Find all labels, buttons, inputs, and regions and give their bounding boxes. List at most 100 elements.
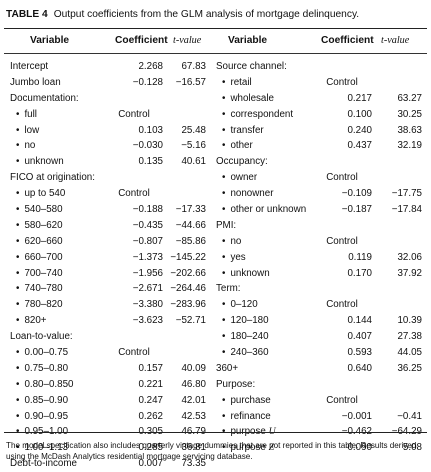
variable-label-text: retail (230, 76, 252, 88)
variable-label-text: 0.90–0.95 (24, 410, 69, 422)
table-note: The model specification also includes qu… (6, 441, 417, 461)
variable-label-text: refinance (230, 410, 271, 422)
variable-label: 0.85–0.90 (10, 393, 68, 409)
tvalue-cell: −5.16 (181, 140, 206, 152)
table-row: correspondent 0.100 30.25 (0, 107, 431, 123)
variable-label: refinance (216, 409, 271, 425)
variable-label-text: 180–240 (230, 331, 269, 343)
variable-label-text: 0.80–0.850 (24, 378, 74, 390)
table-row: nonowner −0.109 −17.75 (0, 186, 431, 202)
table-row: 0.75–0.80 0.157 40.09 (0, 361, 431, 377)
variable-label: 0–120 (216, 297, 257, 313)
table-row: purpose U −0.462 −64.29 (0, 424, 431, 440)
variable-label-text: full (24, 108, 37, 120)
table-row: 780–820 −3.380 −283.96 (0, 297, 431, 313)
variable-label-text: FICO at origination: (10, 172, 95, 184)
tvalue-cell: −64.29 (391, 426, 422, 438)
variable-label-text: 0.85–0.90 (24, 394, 69, 406)
tvalue-cell: 73.35 (181, 458, 206, 470)
tvalue-cell: 32.06 (397, 251, 422, 263)
tvalue-cell: −145.22 (170, 251, 206, 263)
top-rule (4, 28, 427, 29)
table-row: yes 0.119 32.06 (0, 250, 431, 266)
variable-label-text: owner (230, 172, 258, 184)
tvalue-cell: 40.61 (181, 156, 206, 168)
tvalue-cell: 5.08 (402, 442, 422, 454)
coefficient-cell: 0.090 (347, 442, 372, 454)
variable-label: 820+ (10, 313, 47, 329)
coefficient-cell: −0.001 (341, 410, 372, 422)
variable-label: 700–740 (10, 266, 62, 282)
coefficient-cell: Control (118, 188, 150, 200)
variable-label: 0.75–0.80 (10, 361, 68, 377)
variable-label-text: 120–180 (230, 315, 269, 327)
variable-label-text: purpose (230, 426, 269, 438)
variable-label: 540–580 (10, 202, 63, 218)
table-row: 0.00–0.75 Control (0, 345, 431, 361)
variable-label: 620–660 (10, 234, 63, 250)
variable-label-text: purchase (230, 394, 271, 406)
tvalue-cell: 36.81 (181, 442, 206, 454)
variable-label: 580–620 (10, 218, 63, 234)
coefficient-cell: −0.187 (341, 204, 372, 216)
variable-label: correspondent (216, 107, 293, 123)
variable-label-text: 540–580 (24, 204, 63, 216)
coefficient-cell: 0.135 (138, 156, 163, 168)
tvalue-cell: 27.38 (397, 331, 422, 343)
coefficient-cell: −0.128 (132, 76, 163, 88)
tvalue-cell: −52.71 (175, 315, 206, 327)
variable-label-text: Debt-to-income (10, 458, 77, 470)
coefficient-cell: −0.109 (341, 188, 372, 200)
header-variable-left: Variable (30, 35, 70, 46)
coefficient-cell: −0.807 (132, 235, 163, 247)
variable-label-text: 820+ (24, 315, 47, 327)
variable-label-text: 580–620 (24, 219, 63, 231)
coefficient-cell: Control (326, 235, 358, 247)
variable-label: 120–180 (216, 313, 269, 329)
variable-label: purchase (216, 393, 271, 409)
variable-label-text: 660–700 (24, 251, 63, 263)
coefficient-cell: Control (118, 108, 150, 120)
coefficient-cell: Control (118, 347, 150, 359)
group-label: Source channel: (216, 59, 287, 75)
variable-label: up to 540 (10, 186, 65, 202)
coefficient-cell: 0.007 (138, 458, 163, 470)
variable-label: 180–240 (216, 329, 269, 345)
tvalue-cell: −85.86 (175, 235, 206, 247)
coefficient-cell: 0.285 (138, 442, 163, 454)
coefficient-cell: 0.240 (347, 124, 372, 136)
group-label: Loan-to-value: (10, 329, 73, 345)
coefficient-cell: 0.262 (138, 410, 163, 422)
variable-label-text: Jumbo loan (10, 76, 61, 88)
variable-label-text: other or unknown (230, 204, 307, 216)
coefficient-cell: 0.221 (138, 378, 163, 390)
table-row: Purpose: (0, 377, 431, 393)
variable-label-text: Purpose: (216, 378, 256, 390)
header-tvalue-left: t-value (173, 35, 201, 46)
variable-label-text: 740–780 (24, 283, 63, 295)
table-row: Debt-to-income 0.007 73.35 (0, 456, 431, 472)
variable-label-text: up to 540 (24, 188, 66, 200)
variable-label: 740–780 (10, 281, 63, 297)
variable-label: other (216, 138, 252, 154)
coefficient-cell: 0.103 (138, 124, 163, 136)
variable-label-text: 240–360 (230, 347, 269, 359)
variable-label-text: 780–820 (24, 299, 63, 311)
tvalue-cell: 10.39 (397, 315, 422, 327)
variable-label: transfer (216, 123, 263, 139)
variable-label-text: unknown (230, 267, 270, 279)
variable-label: 780–820 (10, 297, 63, 313)
variable-label-text: 0.75–0.80 (24, 362, 69, 374)
variable-label: wholesale (216, 91, 274, 107)
variable-label: 240–360 (216, 345, 269, 361)
table-row: no Control (0, 234, 431, 250)
table-row: 540–580 −0.188 −17.33 (0, 202, 431, 218)
table-row: 240–360 0.593 44.05 (0, 345, 431, 361)
tvalue-cell: −0.41 (397, 410, 422, 422)
tvalue-cell: 67.83 (181, 61, 206, 72)
coefficient-cell: 0.305 (138, 426, 163, 438)
table-row: 0.80–0.850 0.221 46.80 (0, 377, 431, 393)
variable-label-text: low (24, 124, 40, 136)
variable-label-text: 620–660 (24, 235, 63, 247)
table-row: 820+ −3.623 −52.71 (0, 313, 431, 329)
